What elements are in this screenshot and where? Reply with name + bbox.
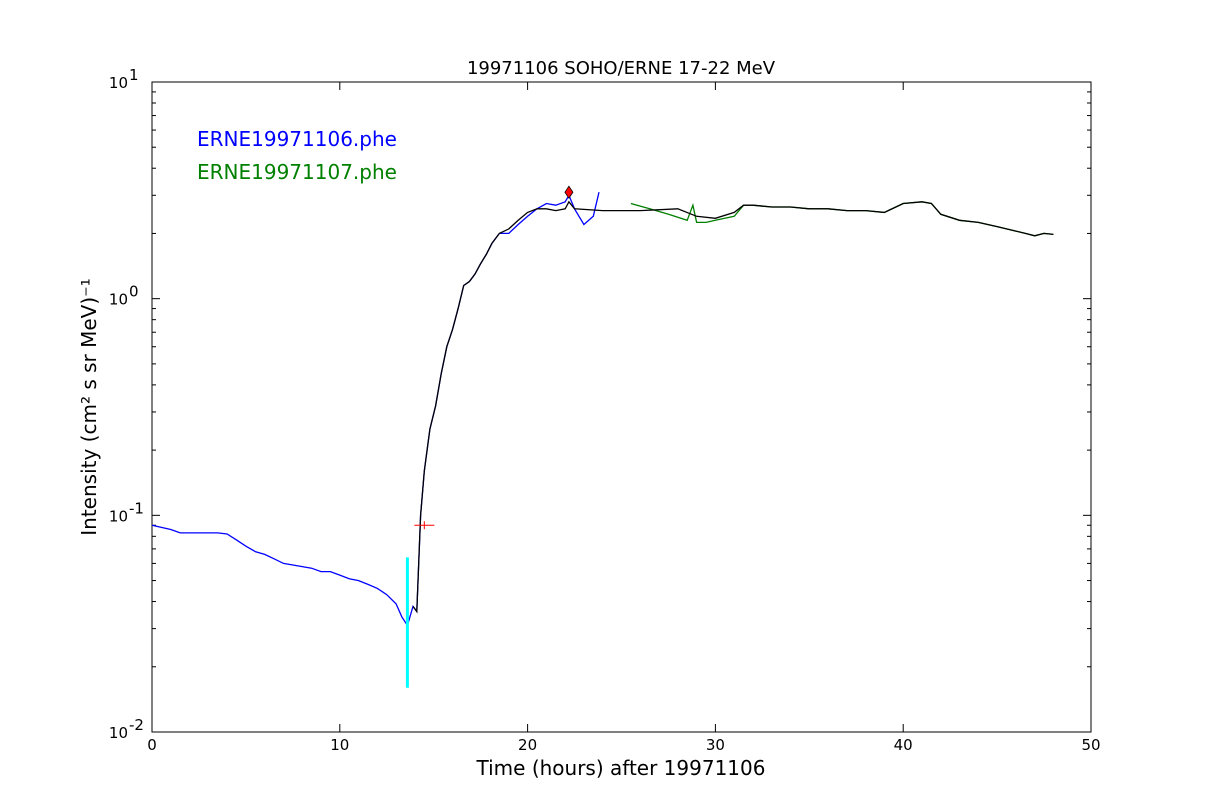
annotations	[405, 185, 574, 688]
y-tick-exponent: -1	[129, 499, 144, 517]
y-tick-exponent: 0	[129, 283, 139, 301]
legend: ERNE19971106.phe ERNE19971107.phe	[197, 127, 397, 184]
chart-title: 19971106 SOHO/ERNE 17-22 MeV	[467, 58, 776, 79]
peak-marker	[564, 185, 574, 199]
series-lines	[151, 192, 1054, 628]
x-axis-label: Time (hours) after 19971106	[476, 756, 766, 780]
x-tick-label: 10	[330, 736, 349, 754]
legend-entry: ERNE19971107.phe	[197, 160, 397, 184]
y-tick-label: 10	[109, 507, 128, 525]
y-tick-label: 10	[109, 74, 128, 92]
series-line-0	[151, 192, 600, 628]
y-tick-exponent: -2	[129, 716, 144, 734]
x-tick-label: 0	[147, 736, 157, 754]
y-tick-label: 10	[109, 724, 128, 742]
x-tick-label: 50	[1081, 736, 1100, 754]
x-tick-label: 40	[894, 736, 913, 754]
x-tick-label: 30	[706, 736, 725, 754]
y-axis-label: Intensity (cm² s sr MeV)⁻¹	[77, 278, 101, 535]
y-tick-exponent: 1	[129, 66, 139, 84]
series-line-2	[412, 200, 1054, 614]
plot-area	[151, 81, 1092, 733]
legend-entry: ERNE19971106.phe	[197, 127, 397, 151]
x-tick-label: 20	[518, 736, 537, 754]
y-tick-label: 10	[109, 291, 128, 309]
